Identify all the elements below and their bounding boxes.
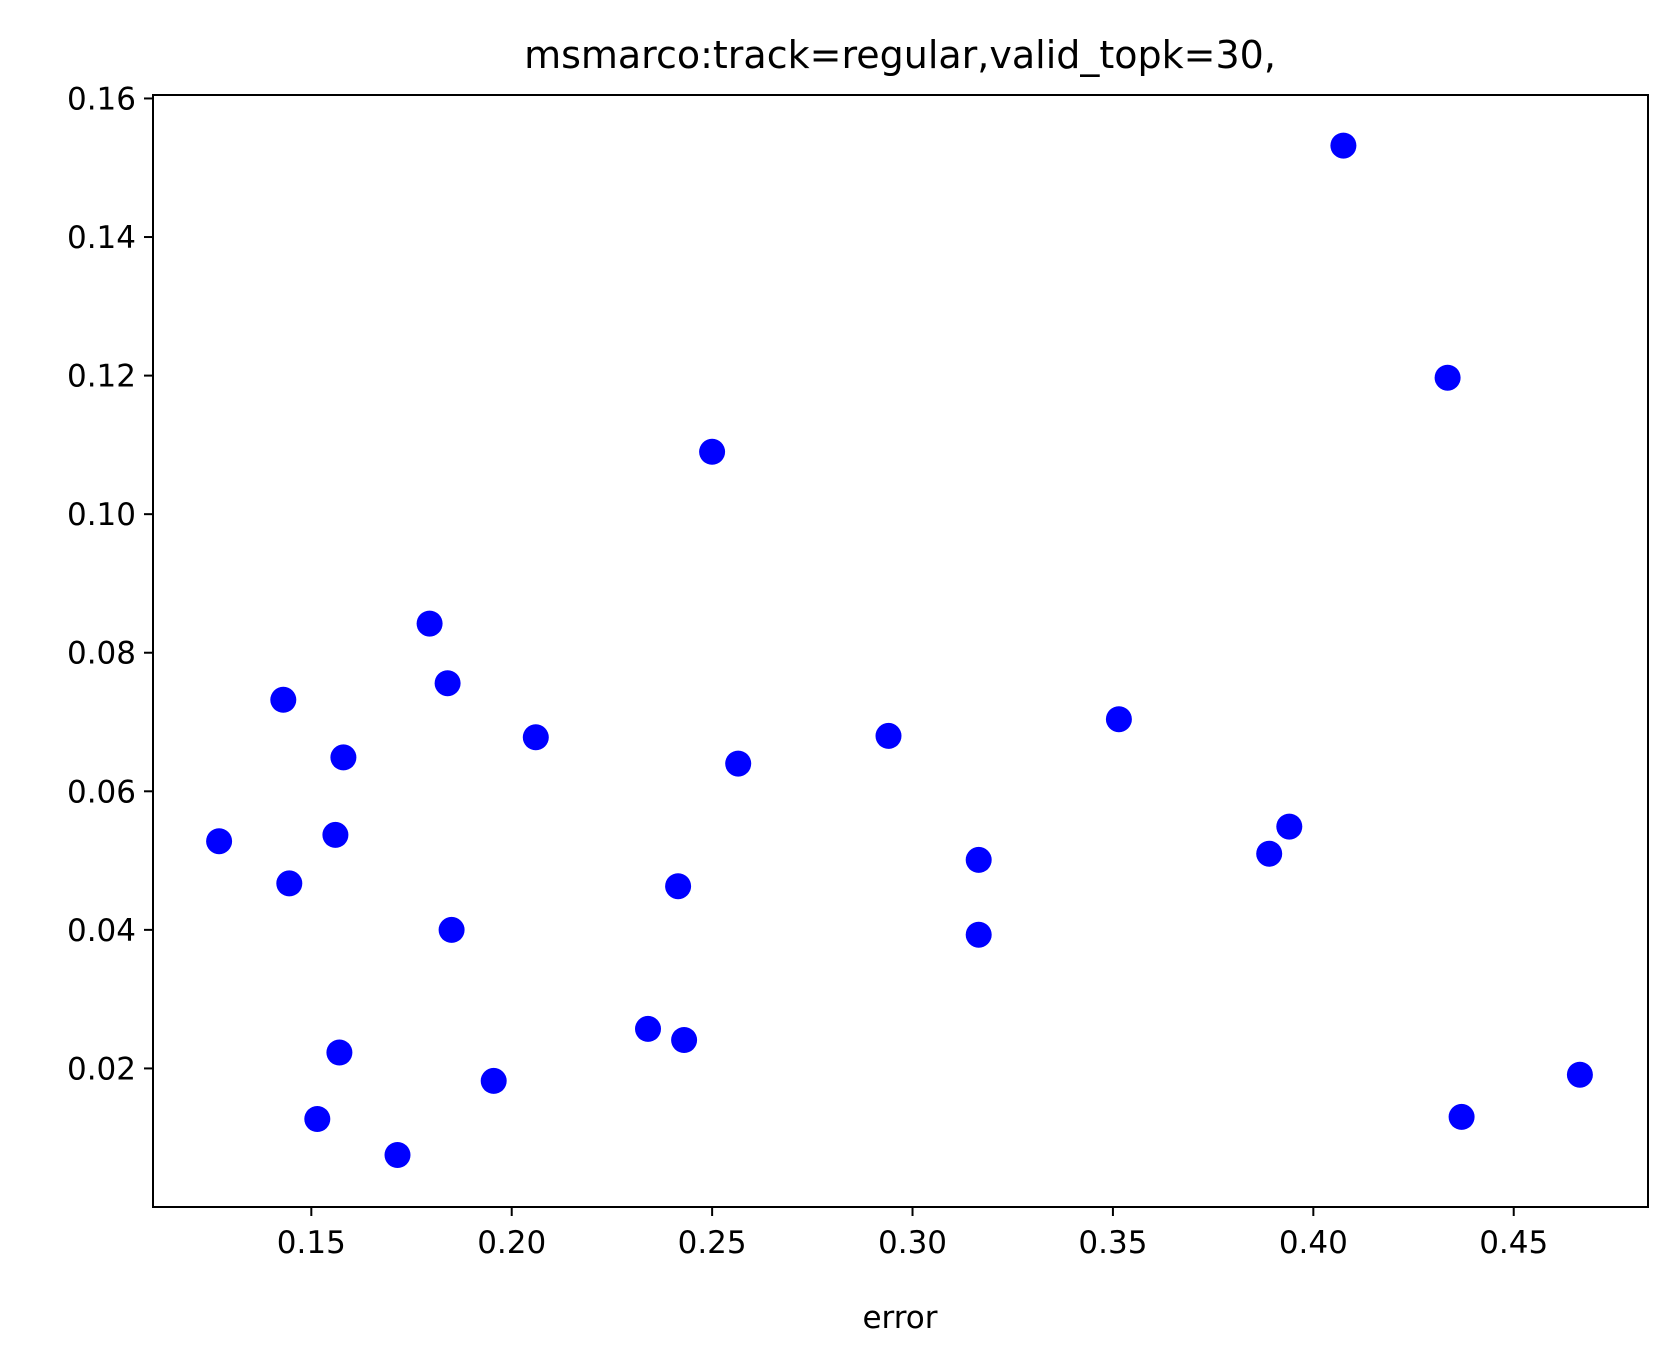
x-tick-label: 0.30 bbox=[878, 1225, 947, 1261]
data-point bbox=[384, 1142, 411, 1168]
x-tick-label: 0.45 bbox=[1479, 1225, 1548, 1261]
x-tick-label: 0.35 bbox=[1078, 1225, 1147, 1261]
data-point bbox=[665, 873, 692, 900]
data-point bbox=[416, 610, 443, 637]
x-tick-label: 0.20 bbox=[477, 1225, 546, 1261]
x-axis-label: error bbox=[862, 1300, 937, 1336]
y-tick-label: 0.06 bbox=[67, 774, 136, 810]
data-point bbox=[206, 828, 233, 855]
y-tick-label: 0.12 bbox=[67, 359, 136, 395]
data-point bbox=[1448, 1103, 1475, 1130]
y-axis: 0.02 0.04 0.06 0.08 0.10 0.12 0.14 0.16 bbox=[67, 81, 153, 1087]
y-tick-label: 0.14 bbox=[67, 220, 136, 256]
data-point bbox=[1256, 840, 1283, 867]
data-point bbox=[434, 670, 461, 697]
plot-frame bbox=[152, 94, 1649, 1208]
x-tick-label: 0.25 bbox=[678, 1225, 747, 1261]
data-point bbox=[965, 846, 992, 873]
data-point bbox=[699, 438, 726, 465]
data-point bbox=[1330, 132, 1357, 159]
data-point bbox=[276, 870, 303, 897]
data-point bbox=[438, 916, 465, 943]
y-tick-label: 0.16 bbox=[67, 81, 136, 117]
data-point bbox=[330, 744, 357, 771]
data-point bbox=[965, 921, 992, 948]
data-point bbox=[270, 686, 297, 713]
x-tick-label: 0.40 bbox=[1279, 1225, 1348, 1261]
data-point bbox=[522, 724, 549, 751]
y-tick-label: 0.08 bbox=[67, 636, 136, 672]
y-tick-label: 0.02 bbox=[67, 1051, 136, 1087]
data-point bbox=[671, 1027, 698, 1053]
data-point bbox=[1566, 1061, 1593, 1088]
data-point bbox=[725, 750, 752, 777]
x-tick-label: 0.15 bbox=[277, 1225, 346, 1261]
chart-title: msmarco:track=regular,valid_topk=30, bbox=[524, 33, 1276, 77]
data-point bbox=[1105, 706, 1132, 733]
data-point bbox=[875, 722, 902, 749]
data-point bbox=[304, 1106, 331, 1132]
plot-points bbox=[206, 132, 1593, 1168]
data-point bbox=[1434, 364, 1461, 391]
x-axis: 0.15 0.20 0.25 0.30 0.35 0.40 0.45 bbox=[277, 1207, 1548, 1261]
data-point bbox=[1276, 813, 1303, 840]
data-point bbox=[322, 821, 349, 848]
data-point bbox=[635, 1015, 661, 1042]
y-tick-label: 0.04 bbox=[67, 913, 136, 949]
data-point bbox=[326, 1039, 353, 1066]
y-tick-label: 0.10 bbox=[67, 497, 136, 533]
data-point bbox=[480, 1067, 507, 1094]
